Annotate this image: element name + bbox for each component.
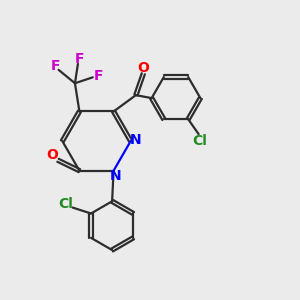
Text: Cl: Cl xyxy=(58,197,74,211)
Text: F: F xyxy=(75,52,84,66)
Text: Cl: Cl xyxy=(193,134,208,148)
Text: N: N xyxy=(130,133,142,147)
Text: O: O xyxy=(47,148,58,162)
Text: F: F xyxy=(93,69,103,83)
Text: F: F xyxy=(51,59,60,73)
Text: N: N xyxy=(109,169,121,183)
Text: O: O xyxy=(137,61,149,75)
